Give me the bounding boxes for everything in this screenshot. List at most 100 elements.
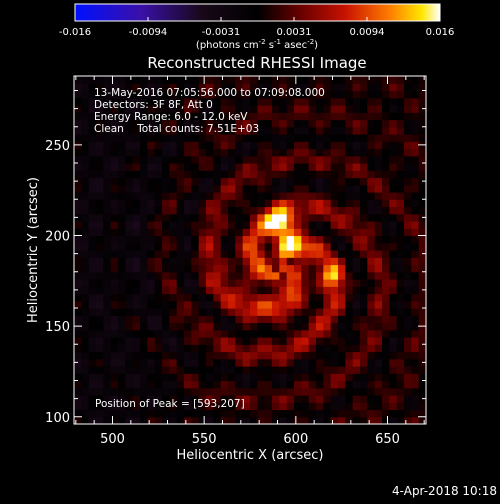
heatmap-cell <box>308 213 317 222</box>
heatmap-cell <box>74 344 82 353</box>
heatmap-cell <box>103 293 112 302</box>
heatmap-cell <box>206 300 214 309</box>
heatmap-cell <box>235 329 244 338</box>
heatmap-cell <box>294 329 302 338</box>
heatmap-cell <box>228 395 236 403</box>
heatmap-cell <box>140 351 148 360</box>
heatmap-cell <box>110 228 119 237</box>
heatmap-cell <box>206 271 214 280</box>
heatmap-cell <box>396 409 405 418</box>
heatmap-cell <box>140 228 148 237</box>
heatmap-cell <box>206 380 214 389</box>
heatmap-cell <box>96 366 104 374</box>
heatmap-cell <box>316 373 324 382</box>
heatmap-cell <box>147 112 156 121</box>
heatmap-cell <box>96 395 104 403</box>
heatmap-cell <box>220 206 229 215</box>
heatmap-cell <box>389 387 398 396</box>
heatmap-cell <box>323 409 332 418</box>
heatmap-cell <box>162 257 170 266</box>
heatmap-cell <box>286 264 295 273</box>
heatmap-cell <box>191 373 200 382</box>
heatmap-cell <box>176 351 185 360</box>
heatmap-cell <box>103 163 112 171</box>
heatmap-cell <box>345 192 354 200</box>
heatmap-cell <box>411 134 420 142</box>
heatmap-cell <box>308 271 317 280</box>
heatmap-cell <box>88 264 97 273</box>
heatmap-cell <box>169 380 178 389</box>
heatmap-cell <box>250 163 258 171</box>
heatmap-cell <box>382 286 390 295</box>
heatmap-cell <box>176 141 185 150</box>
heatmap-cell <box>140 90 148 99</box>
heatmap-cell <box>169 351 178 360</box>
heatmap-cell <box>228 184 236 193</box>
heatmap-cell <box>235 90 244 99</box>
heatmap-cell <box>242 213 251 222</box>
heatmap-cell <box>228 402 236 411</box>
heatmap-cell <box>352 83 361 92</box>
heatmap-cell <box>396 315 405 324</box>
heatmap-cell <box>213 170 222 179</box>
heatmap-cell <box>308 373 317 382</box>
heatmap-cell <box>418 308 427 316</box>
heatmap-cell <box>162 228 170 237</box>
heatmap-cell <box>74 242 82 251</box>
heatmap-cell <box>294 286 302 295</box>
heatmap-cell <box>96 134 104 142</box>
heatmap-cell <box>360 206 368 215</box>
heatmap-cell <box>257 416 266 425</box>
heatmap-cell <box>88 366 97 374</box>
heatmap-cell <box>103 286 112 295</box>
heatmap-cell <box>198 76 207 84</box>
heatmap-cell <box>367 112 376 121</box>
heatmap-cell <box>316 322 324 331</box>
heatmap-cell <box>132 337 141 345</box>
heatmap-cell <box>198 387 207 396</box>
heatmap-cell <box>316 105 324 113</box>
heatmap-cell <box>257 373 266 382</box>
heatmap-cell <box>250 344 258 353</box>
heatmap-cell <box>81 221 90 229</box>
heatmap-cell <box>396 329 405 338</box>
heatmap-cell <box>132 329 141 338</box>
heatmap-cell <box>286 170 295 179</box>
heatmap-cell <box>81 373 90 382</box>
heatmap-cell <box>184 105 192 113</box>
heatmap-cell <box>125 126 134 135</box>
heatmap-cell <box>330 373 339 382</box>
heatmap-cell <box>360 286 368 295</box>
heatmap-cell <box>235 286 244 295</box>
heatmap-cell <box>360 184 368 193</box>
heatmap-cell <box>118 257 126 266</box>
heatmap-cell <box>103 141 112 150</box>
heatmap-cell <box>411 97 420 106</box>
heatmap-cell <box>382 387 390 396</box>
heatmap-cell <box>308 97 317 106</box>
heatmap-cell <box>206 105 214 113</box>
heatmap-cell <box>374 90 383 99</box>
heatmap-cell <box>184 250 192 258</box>
heatmap-cell <box>132 192 141 200</box>
heatmap-cell <box>206 206 214 215</box>
heatmap-cell <box>147 163 156 171</box>
heatmap-cell <box>198 126 207 135</box>
heatmap-cell <box>88 148 97 157</box>
heatmap-cell <box>382 315 390 324</box>
heatmap-cell <box>213 242 222 251</box>
heatmap-cell <box>213 279 222 287</box>
heatmap-cell <box>360 213 368 222</box>
heatmap-cell <box>301 300 310 309</box>
heatmap-cell <box>242 395 251 403</box>
heatmap-cell <box>382 242 390 251</box>
heatmap-cell <box>396 141 405 150</box>
heatmap-cell <box>345 366 354 374</box>
heatmap-cell <box>257 134 266 142</box>
heatmap-cell <box>235 163 244 171</box>
heatmap-cell <box>404 271 412 280</box>
heatmap-cell <box>184 192 192 200</box>
heatmap-cell <box>294 221 302 229</box>
heatmap-cell <box>272 264 280 273</box>
heatmap-cell <box>96 257 104 266</box>
